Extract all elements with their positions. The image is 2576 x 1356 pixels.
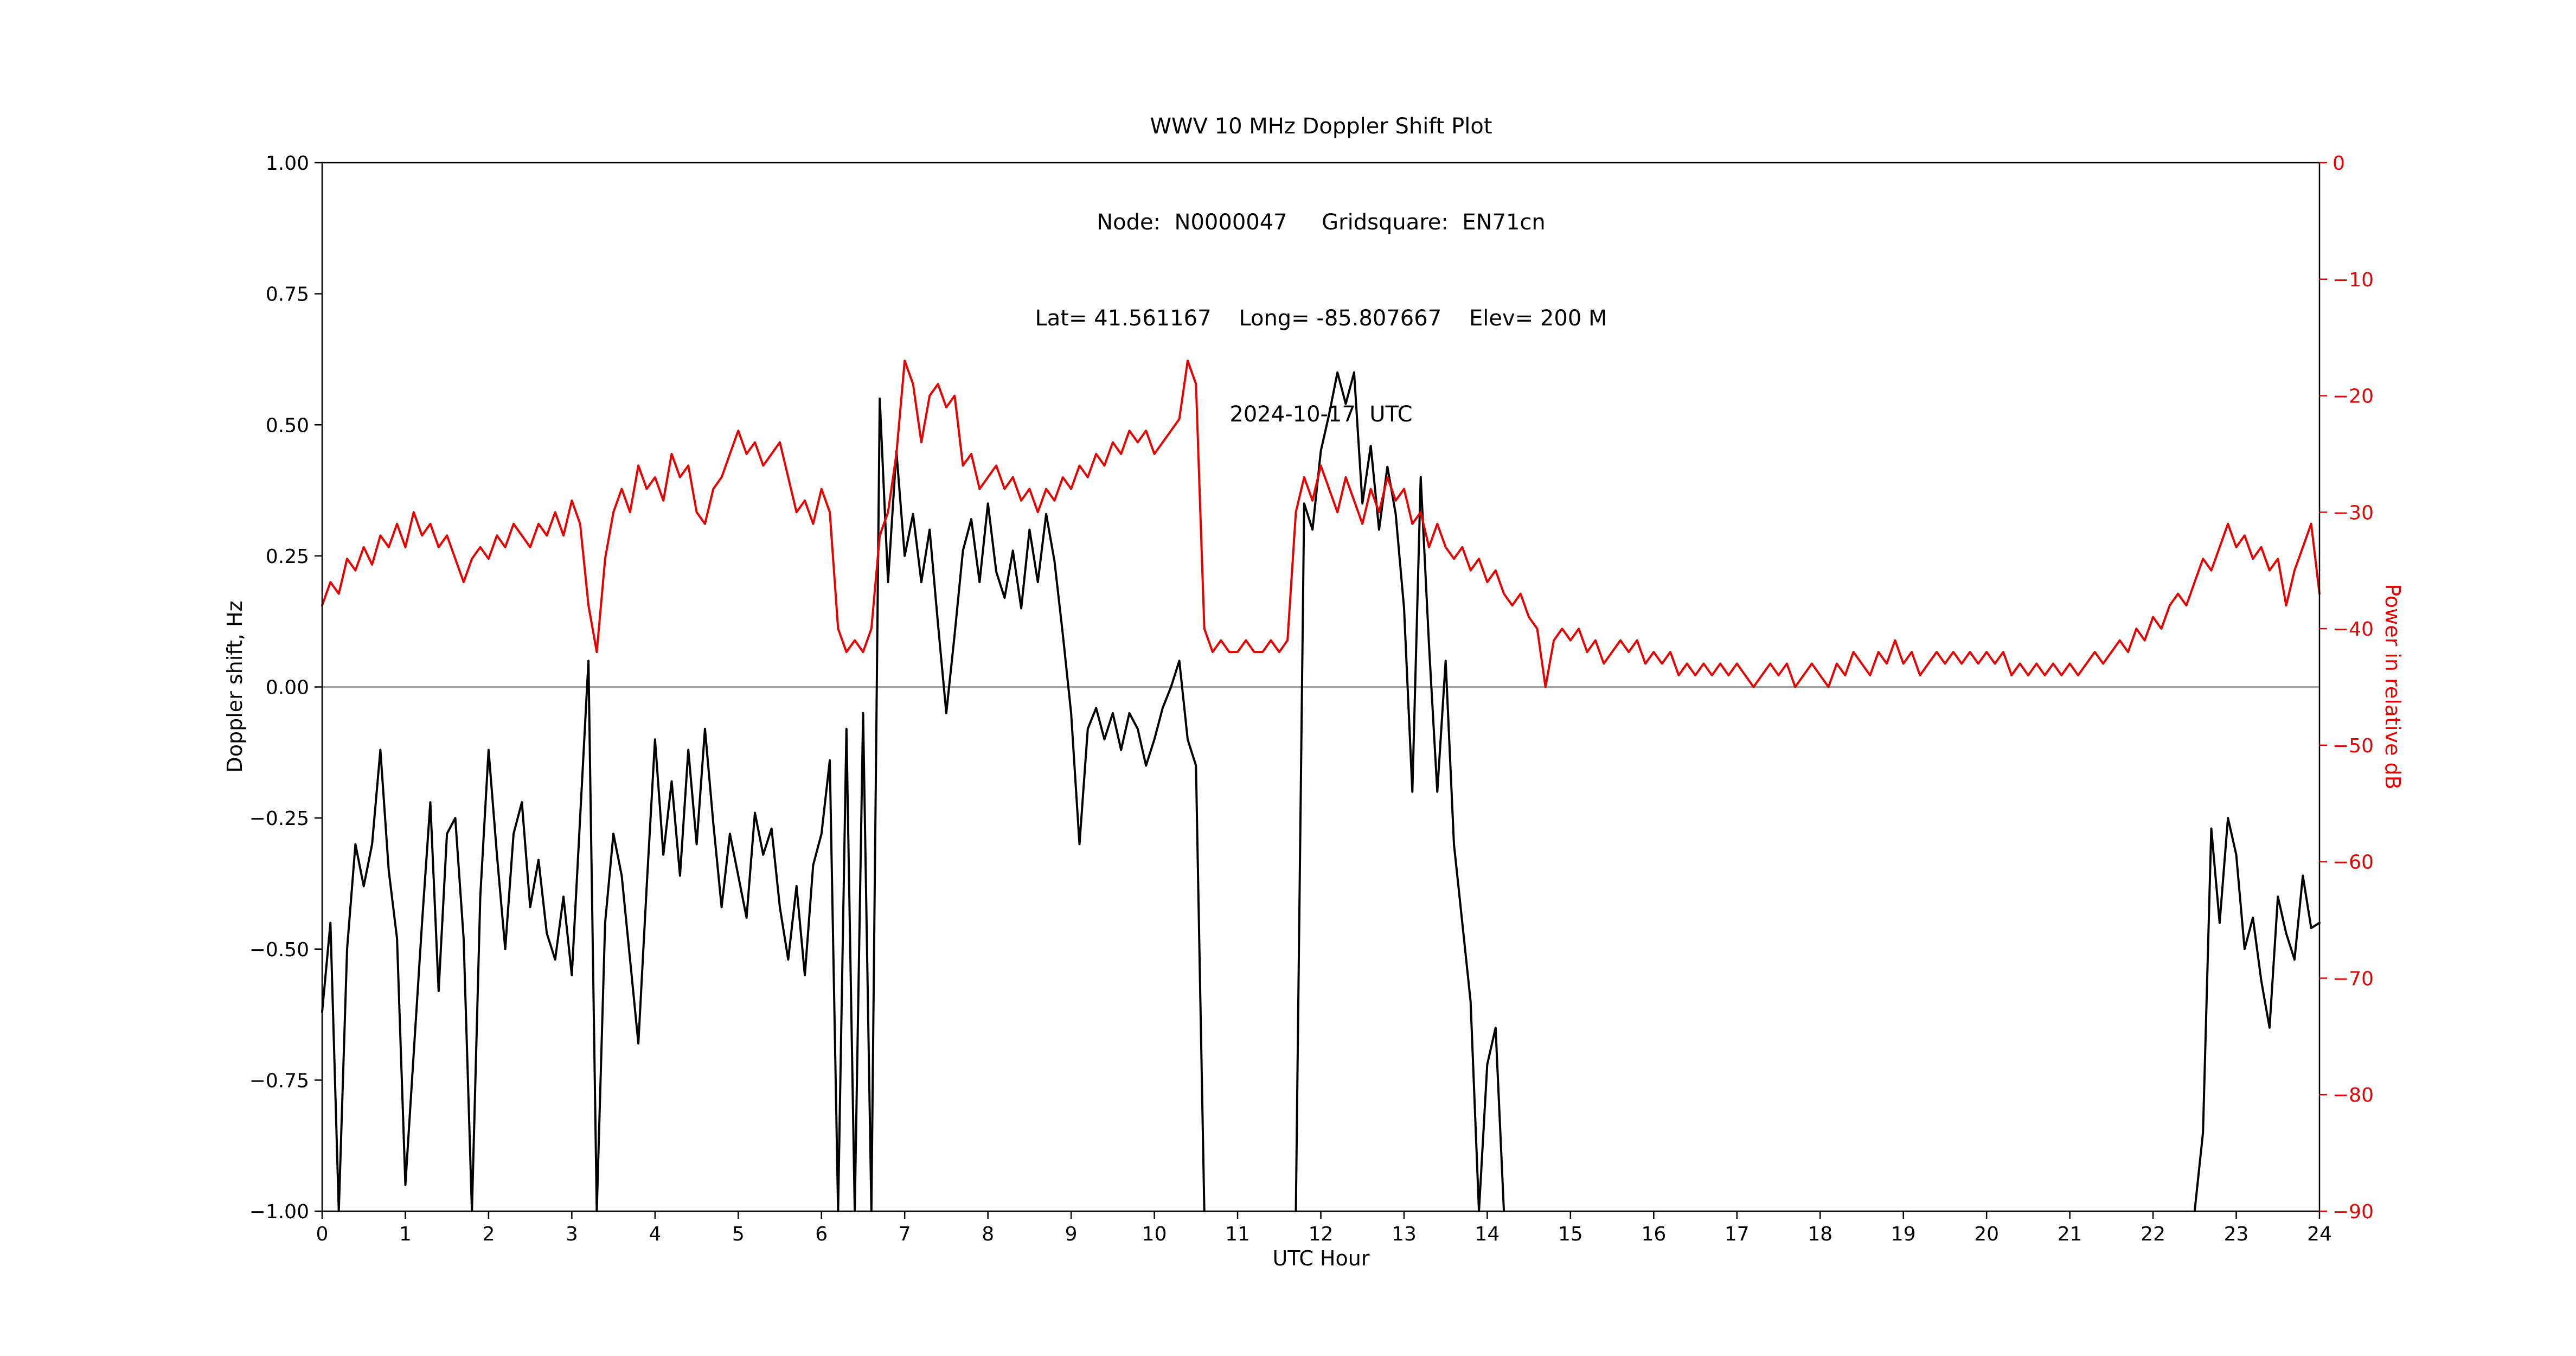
x-tick-label: 10 bbox=[1142, 1223, 1167, 1245]
y-right-tick-label: −30 bbox=[2333, 502, 2374, 524]
y-right-tick-label: −70 bbox=[2333, 968, 2374, 990]
x-tick-label: 22 bbox=[2141, 1223, 2165, 1245]
y-left-tick-label: −0.75 bbox=[249, 1070, 309, 1092]
x-tick-label: 15 bbox=[1558, 1223, 1583, 1245]
y-right-tick-label: −20 bbox=[2333, 386, 2374, 408]
x-tick-label: 11 bbox=[1225, 1223, 1250, 1245]
title-line-3: Lat= 41.561167 Long= -85.807667 Elev= 20… bbox=[1035, 306, 1607, 331]
x-tick-label: 3 bbox=[566, 1223, 578, 1245]
title-line-4: 2024-10-17 UTC bbox=[1229, 402, 1413, 427]
y-right-tick-label: −50 bbox=[2333, 735, 2374, 757]
x-tick-label: 23 bbox=[2224, 1223, 2249, 1245]
x-tick-label: 21 bbox=[2058, 1223, 2082, 1245]
x-tick-label: 6 bbox=[815, 1223, 828, 1245]
x-tick-label: 4 bbox=[649, 1223, 661, 1245]
y-left-tick-label: −1.00 bbox=[249, 1201, 309, 1223]
title-line-1: WWV 10 MHz Doppler Shift Plot bbox=[1150, 114, 1492, 139]
x-tick-label: 19 bbox=[1891, 1223, 1916, 1245]
x-tick-label: 0 bbox=[316, 1223, 329, 1245]
x-axis-label: UTC Hour bbox=[1272, 1246, 1370, 1270]
y-left-tick-label: 0.75 bbox=[266, 284, 309, 306]
x-tick-label: 9 bbox=[1065, 1223, 1078, 1245]
doppler-series-line bbox=[321, 371, 2321, 1212]
x-tick-label: 2 bbox=[482, 1223, 495, 1245]
x-tick-label: 24 bbox=[2307, 1223, 2332, 1245]
x-tick-label: 14 bbox=[1475, 1223, 1500, 1245]
x-tick-label: 7 bbox=[899, 1223, 911, 1245]
y-left-tick-label: 0.00 bbox=[266, 677, 309, 699]
y-right-tick-label: −80 bbox=[2333, 1084, 2374, 1106]
x-tick-label: 12 bbox=[1309, 1223, 1334, 1245]
x-tick-label: 13 bbox=[1392, 1223, 1417, 1245]
y-left-tick-label: 0.25 bbox=[266, 546, 309, 568]
y-left-tick-label: −0.25 bbox=[249, 808, 309, 830]
x-tick-label: 1 bbox=[399, 1223, 412, 1245]
y-right-tick-label: −40 bbox=[2333, 618, 2374, 641]
y-right-tick-label: −90 bbox=[2333, 1201, 2374, 1223]
chart-title: WWV 10 MHz Doppler Shift Plot Node: N000… bbox=[1035, 47, 1607, 495]
x-tick-label: 16 bbox=[1641, 1223, 1666, 1245]
axis-ticks: 0 1 2 3 4 5 6 7 8 9 10 11 12 13 14 15 16 17 18 19 20 21 22 23 24… bbox=[249, 152, 2374, 1245]
x-tick-label: 20 bbox=[1974, 1223, 1999, 1245]
x-tick-label: 18 bbox=[1808, 1223, 1832, 1245]
y-right-tick-label: −10 bbox=[2333, 269, 2374, 291]
y-right-tick-label: −60 bbox=[2333, 852, 2374, 874]
title-line-2: Node: N0000047 Gridsquare: EN71cn bbox=[1097, 210, 1546, 235]
y-left-tick-label: 1.00 bbox=[266, 152, 309, 175]
y-right-tick-label: 0 bbox=[2333, 152, 2345, 175]
y-left-tick-label: 0.50 bbox=[266, 414, 309, 437]
x-tick-label: 8 bbox=[982, 1223, 994, 1245]
x-tick-label: 5 bbox=[732, 1223, 745, 1245]
y-left-tick-label: −0.50 bbox=[249, 939, 309, 961]
x-tick-label: 17 bbox=[1725, 1223, 1750, 1245]
power-series-line bbox=[321, 360, 2321, 688]
